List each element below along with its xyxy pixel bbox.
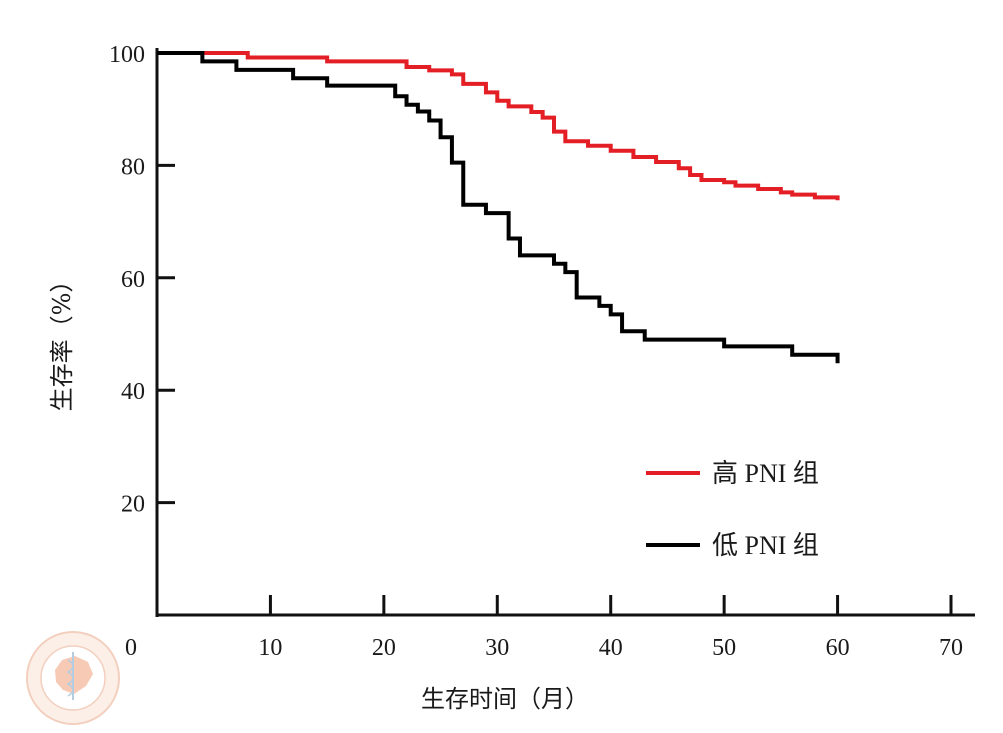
y-tick-label: 20 (121, 492, 145, 518)
x-axis-title: 生存时间（月） (421, 685, 589, 713)
x-tick-label: 30 (485, 635, 509, 661)
y-tick-label: 80 (121, 154, 145, 180)
legend-label-high-pni: 高 PNI 组 (712, 459, 819, 488)
x-ticks: 10 20 30 40 50 60 70 (258, 595, 963, 661)
cma-logo-icon (26, 631, 120, 725)
series-line-high-pni (157, 51, 840, 201)
y-tick-label: 100 (109, 42, 145, 68)
legend: 高 PNI 组 低 PNI 组 (646, 459, 819, 560)
x-tick-label: 20 (372, 635, 396, 661)
legend-label-low-pni: 低 PNI 组 (712, 531, 819, 560)
x-tick-label: 10 (258, 635, 282, 661)
y-tick-label: 60 (121, 267, 145, 293)
x-tick-label: 70 (939, 635, 963, 661)
x-tick-label: 60 (826, 635, 850, 661)
series-line-low-pni (157, 51, 840, 364)
survival-curves (157, 51, 840, 364)
x-tick-label: 40 (599, 635, 623, 661)
x-axis-zero-label: 0 (125, 635, 137, 661)
y-tick-label: 40 (121, 379, 145, 405)
x-tick-label: 50 (712, 635, 736, 661)
y-axis-title: 生存率（%） (48, 269, 76, 412)
y-ticks: 20 40 60 80 100 (109, 42, 175, 518)
